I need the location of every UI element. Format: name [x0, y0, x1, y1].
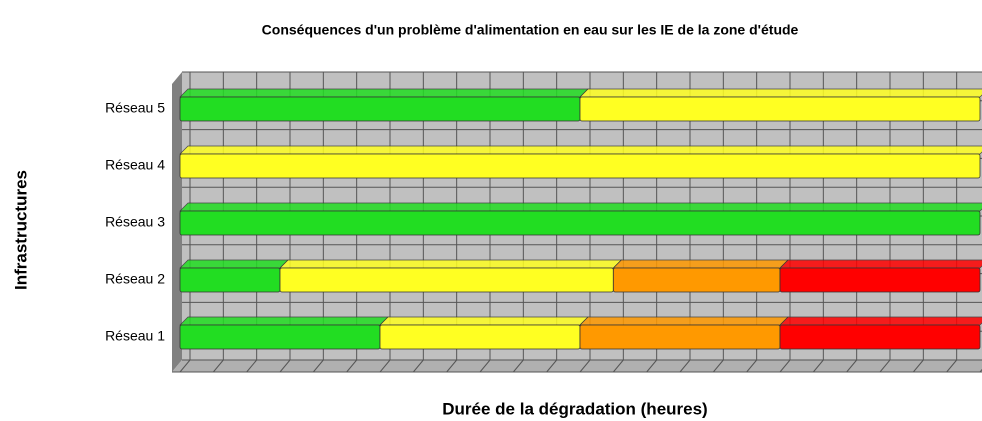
bar-top [579, 316, 789, 326]
floor-line [512, 359, 524, 373]
floor-line [646, 359, 658, 373]
bar-top [179, 259, 289, 269]
floor-line [879, 359, 891, 373]
bar [179, 153, 981, 179]
floor-line [446, 359, 458, 373]
floor-line [779, 359, 791, 373]
side-wall [172, 72, 182, 372]
floor-line [179, 359, 191, 373]
floor-line [612, 359, 624, 373]
bar [579, 324, 781, 350]
bar-top [779, 316, 982, 326]
bar [179, 210, 981, 236]
bar [179, 324, 381, 350]
floor-line [212, 359, 224, 373]
bar-top [279, 259, 623, 269]
bar-top [379, 316, 589, 326]
floor-line [479, 359, 491, 373]
bar-top [179, 145, 982, 155]
floor-line [246, 359, 258, 373]
chart-title: Conséquences d'un problème d'alimentatio… [262, 22, 799, 38]
floor-line [912, 359, 924, 373]
floor-line [379, 359, 391, 373]
bar-top [612, 259, 789, 269]
floor-line [346, 359, 358, 373]
floor-line [712, 359, 724, 373]
bar [379, 324, 581, 350]
floor [172, 360, 982, 372]
bar [179, 96, 581, 122]
x-axis-label: Durée de la dégradation (heures) [442, 399, 707, 418]
y-tick-label: Réseau 3 [105, 214, 165, 230]
bar-top [179, 88, 589, 98]
y-tick-label: Réseau 2 [105, 271, 165, 287]
bar [779, 324, 981, 350]
floor-line [946, 359, 958, 373]
bar [579, 96, 981, 122]
floor-line [579, 359, 591, 373]
bar [179, 267, 281, 293]
floor-line [679, 359, 691, 373]
y-tick-label: Réseau 5 [105, 100, 165, 116]
bar-top [179, 316, 389, 326]
floor-line [846, 359, 858, 373]
bar [779, 267, 981, 293]
y-axis-label: Infrastructures [11, 170, 30, 290]
bar-top [179, 202, 982, 212]
floor-line [746, 359, 758, 373]
floor-line [412, 359, 424, 373]
bar-top [579, 88, 982, 98]
y-tick-label: Réseau 1 [105, 328, 165, 344]
bar [279, 267, 614, 293]
y-tick-label: Réseau 4 [105, 157, 165, 173]
bar [612, 267, 781, 293]
bar-top [779, 259, 982, 269]
floor-line [812, 359, 824, 373]
floor-line [279, 359, 291, 373]
floor-line [546, 359, 558, 373]
floor-line [312, 359, 324, 373]
